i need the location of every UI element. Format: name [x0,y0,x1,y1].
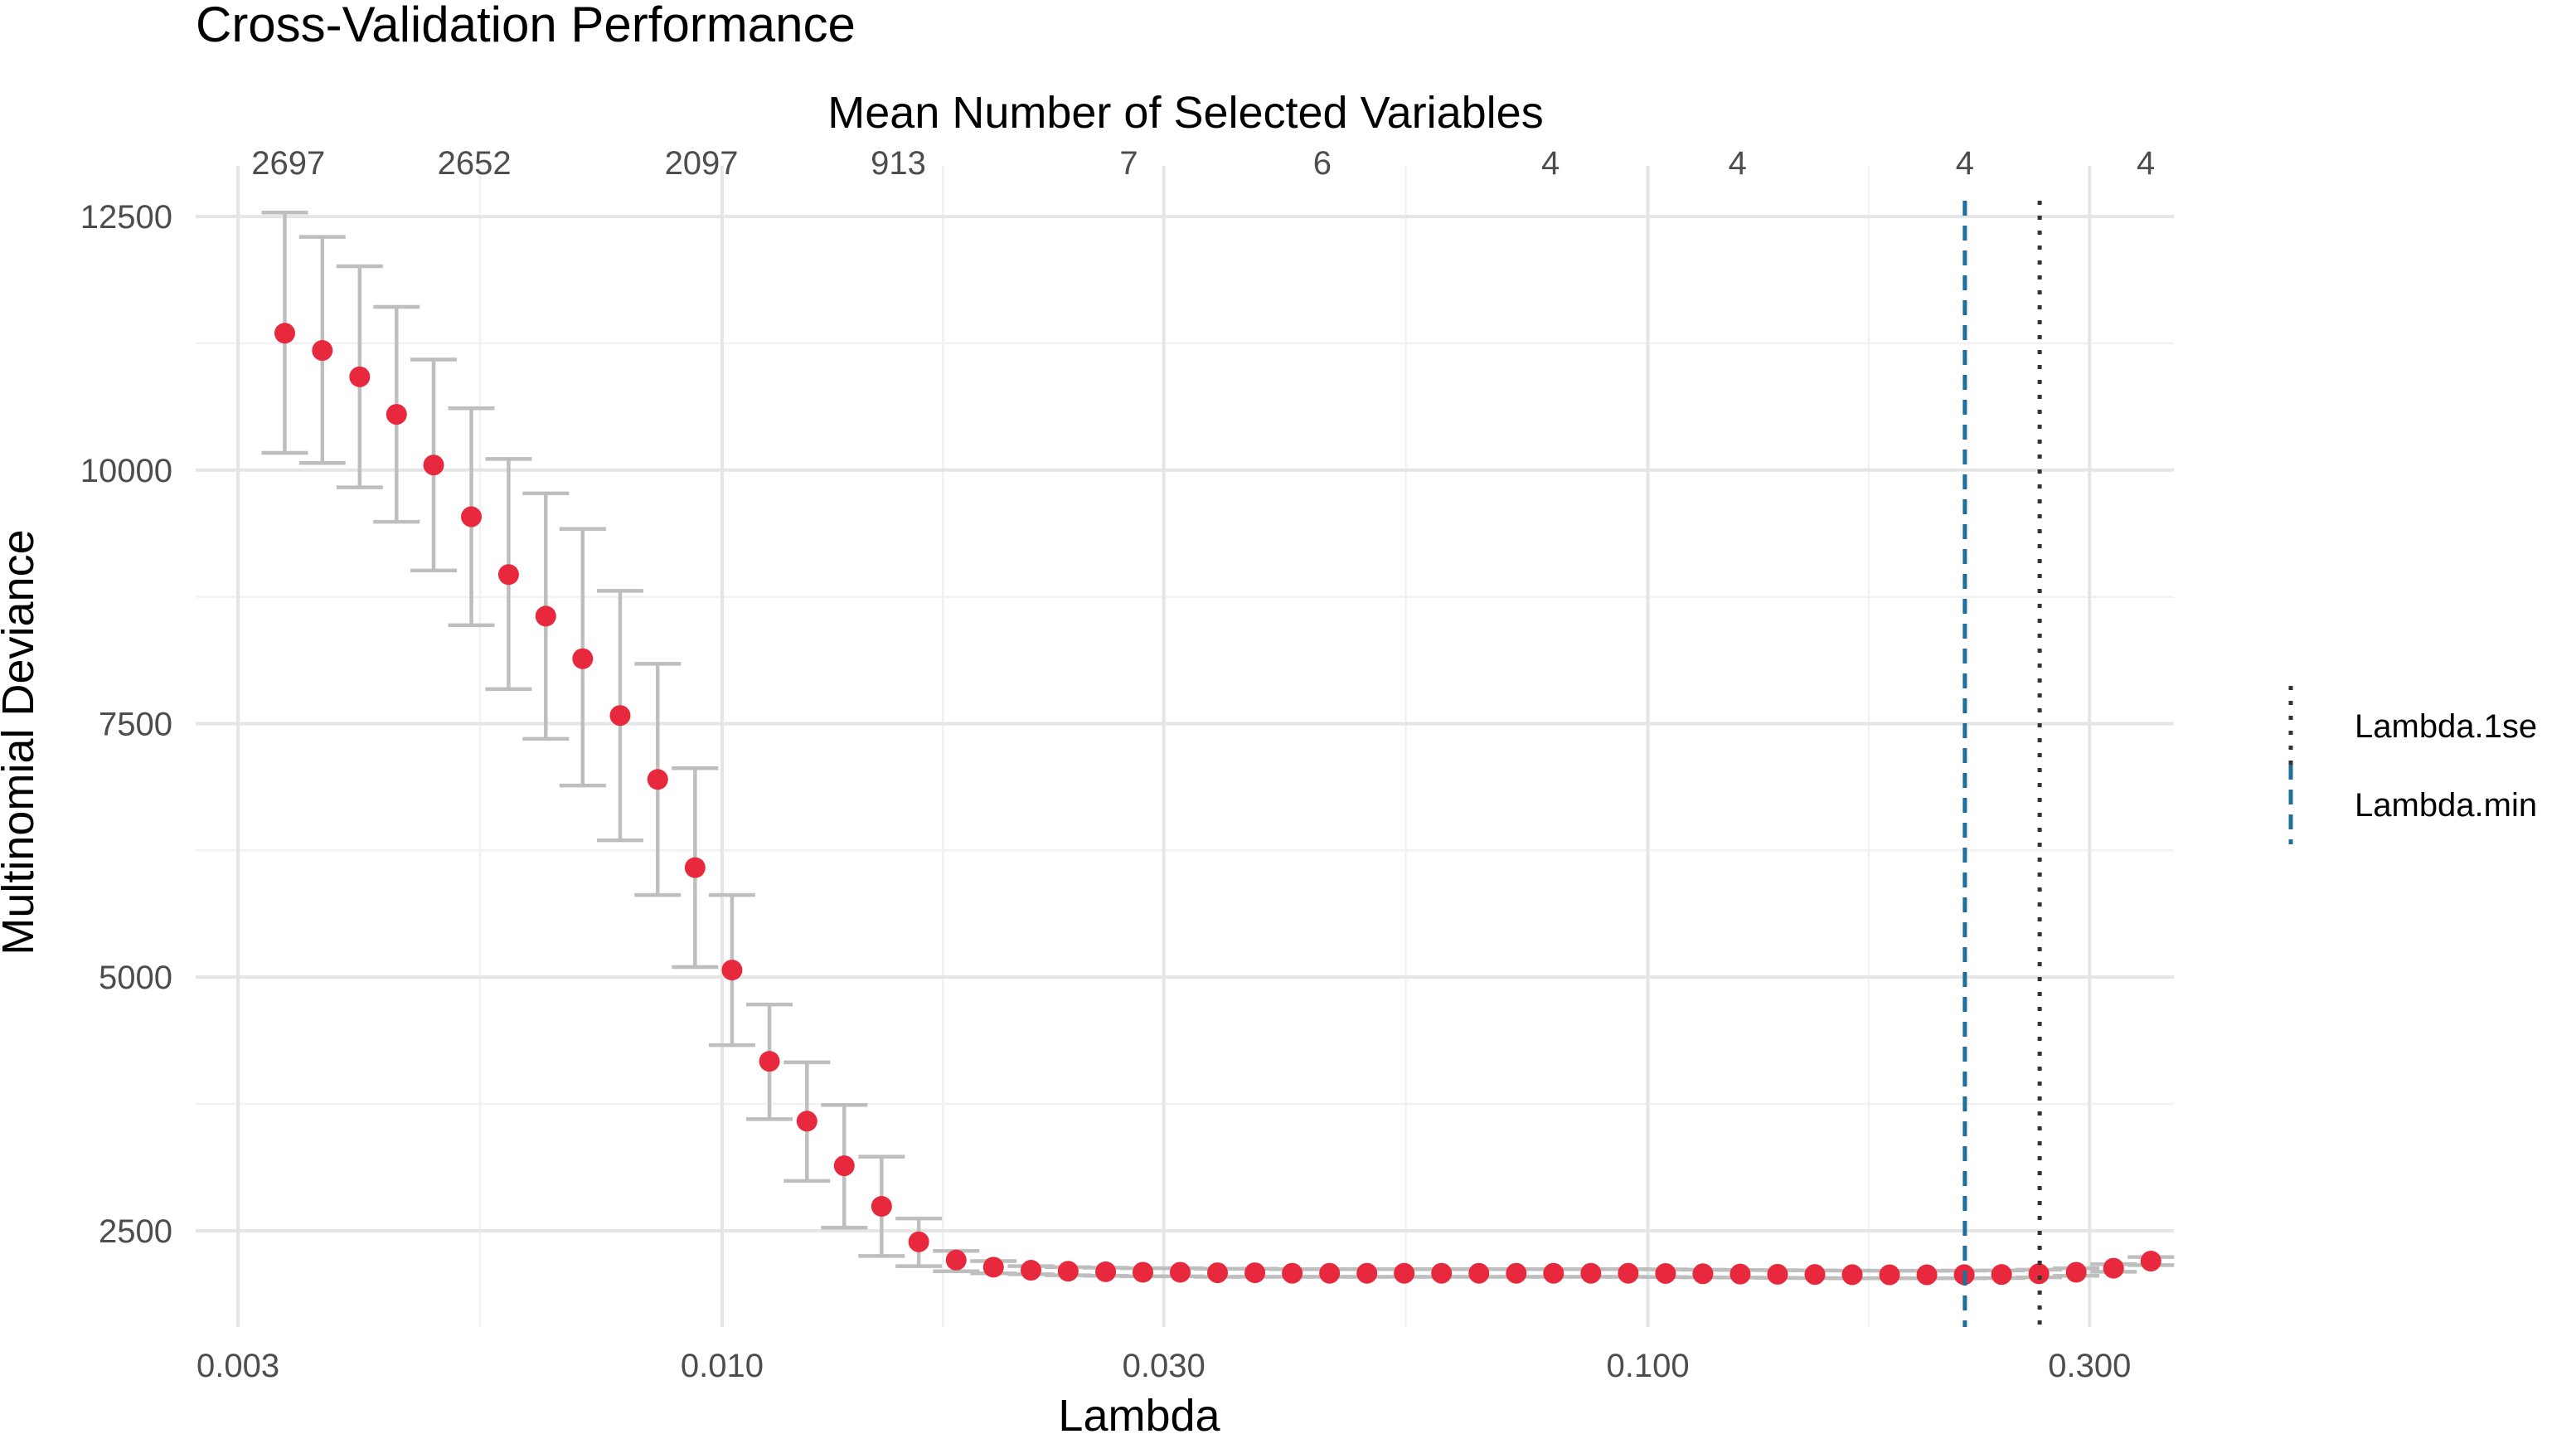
reference-lines [1962,201,2042,1327]
data-point [759,1051,780,1072]
data-point [461,506,483,527]
top-tick-label: 4 [1729,145,1747,182]
top-tick-label: 6 [1313,145,1332,182]
top-tick-label: 4 [1956,145,1974,182]
data-point [833,1155,855,1177]
data-point [796,1111,817,1132]
data-point [497,564,519,586]
data-point [1394,1262,1415,1284]
data-point [1132,1261,1153,1283]
x-tick-label: 0.300 [2048,1348,2131,1384]
data-point [609,705,631,727]
data-point [982,1257,1004,1278]
data-point [349,366,371,387]
data-point [1655,1262,1676,1284]
data-point [274,323,295,344]
data-point [908,1231,929,1252]
legend-label-lambda-min: Lambda.min [2355,787,2537,824]
data-point [1767,1263,1788,1285]
y-axis-tick-labels: 2500 5000 7500 10000 12500 [80,199,172,1250]
data-point [1580,1262,1602,1284]
data-point [1916,1264,1938,1286]
data-point [1506,1262,1527,1284]
y-tick-label: 2500 [99,1213,172,1250]
top-tick-label: 2697 [251,145,325,182]
x-tick-label: 0.003 [196,1348,279,1384]
data-point [2065,1261,2087,1283]
data-point [1618,1262,1639,1284]
data-point [1692,1263,1714,1285]
data-point [1169,1261,1191,1283]
top-tick-label: 2652 [438,145,512,182]
data-point [684,857,706,878]
error-bars [261,210,2175,1281]
top-tick-label: 7 [1119,145,1138,182]
data-point [1468,1262,1490,1284]
data-point [572,648,594,669]
top-tick-label: 4 [2137,145,2155,182]
data-point [1207,1262,1229,1284]
data-point [1020,1260,1041,1281]
x-tick-label: 0.100 [1606,1348,1689,1384]
y-tick-label: 7500 [99,706,172,742]
legend-label-lambda-1se: Lambda.1se [2355,708,2537,745]
chart-title: Cross-Validation Performance [196,0,856,52]
data-point [312,340,333,362]
data-point [647,769,668,790]
y-axis-title: Multinomial Deviance [0,529,43,955]
data-point [423,455,444,476]
data-point [2140,1251,2161,1272]
top-tick-label: 913 [871,145,926,182]
data-point [721,960,743,981]
data-point [1282,1262,1303,1284]
data-point [1356,1262,1378,1284]
x-axis-title: Lambda [1058,1391,1220,1434]
x-axis-tick-labels: 0.003 0.010 0.030 0.100 0.300 [196,1348,2131,1384]
data-point [1841,1264,1863,1286]
top-axis-tick-labels: 2697 2652 2097 913 7 6 4 4 4 4 [251,145,2155,182]
data-point [945,1249,967,1271]
data-point [2103,1257,2124,1279]
top-tick-label: 4 [1541,145,1560,182]
y-tick-label: 5000 [99,960,172,996]
x-tick-label: 0.010 [681,1348,764,1384]
data-point [1244,1262,1266,1284]
data-point [1319,1262,1341,1284]
data-point [871,1195,892,1217]
secondary-x-axis-title: Mean Number of Selected Variables [827,88,1543,138]
data-point [1057,1261,1079,1282]
y-tick-label: 10000 [80,453,172,489]
top-tick-label: 2097 [665,145,739,182]
data-point [535,605,556,627]
data-point [386,404,407,425]
data-point [1543,1262,1565,1284]
data-point [1431,1262,1453,1284]
data-point [1879,1264,1900,1286]
y-tick-label: 12500 [80,199,172,236]
data-points [274,323,2161,1286]
data-point [1804,1264,1826,1286]
data-point [1991,1264,2012,1286]
x-tick-label: 0.030 [1123,1348,1206,1384]
data-point [1729,1263,1751,1285]
minor-gridlines [196,166,2174,1327]
legend: Lambda.1se Lambda.min [2288,686,2537,844]
data-point [2028,1263,2050,1285]
major-gridlines [196,166,2174,1327]
data-point [1095,1261,1117,1282]
